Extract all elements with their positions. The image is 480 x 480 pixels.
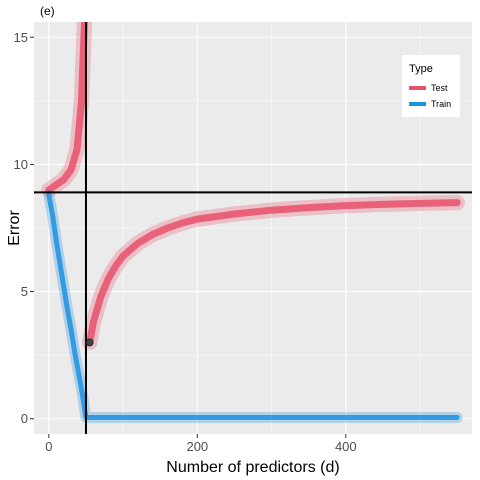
y-tick-label: 15 [14,30,28,45]
series-line-test [86,199,461,346]
series-line-test [45,22,88,194]
y-axis-ticks: 0 5 10 15 [14,30,34,426]
legend-label-train: Train [431,99,451,109]
y-tick-label: 0 [21,411,28,426]
highlight-point [85,338,94,347]
y-tick-label: 10 [14,157,28,172]
series-lines [41,22,465,423]
y-axis-title: Error [6,210,23,246]
series-line-train [46,192,460,420]
x-axis-title: Number of predictors (d) [166,459,339,476]
x-axis-ticks: 0 200 400 [45,434,357,454]
legend-label-test: Test [431,83,448,93]
legend-title: Type [409,63,433,75]
x-tick-label: 400 [335,439,357,454]
x-tick-label: 0 [45,439,52,454]
legend: Type Test Train [402,55,460,117]
y-tick-label: 5 [21,284,28,299]
x-tick-label: 200 [186,439,208,454]
panel-tag: (e) [40,4,55,18]
reference-lines [34,22,472,434]
highlight-point-layer [85,338,94,347]
